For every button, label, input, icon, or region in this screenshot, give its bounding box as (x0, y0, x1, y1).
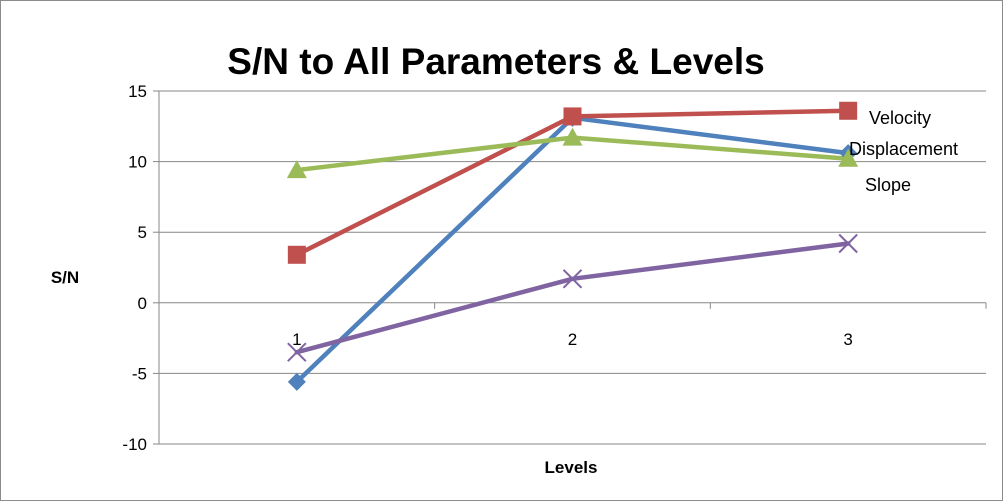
legend-label: Slope (865, 175, 911, 195)
x-axis-title: Levels (545, 458, 598, 477)
x-tick-label: 1 (292, 330, 301, 349)
data-point (839, 101, 858, 120)
data-point (562, 269, 583, 289)
y-tick-label: -5 (132, 364, 147, 383)
legend-label: Velocity (869, 108, 931, 128)
data-point (286, 160, 307, 179)
series-markers (286, 101, 859, 391)
y-tick-label: 5 (138, 223, 147, 242)
y-axis-title: S/N (51, 268, 79, 287)
legend-label: Displacement (849, 139, 958, 159)
data-point (287, 372, 306, 391)
y-tick-label: -10 (122, 435, 147, 454)
y-tick-label: 0 (138, 294, 147, 313)
data-point (562, 127, 583, 146)
x-tick-label: 2 (568, 330, 577, 349)
axes (153, 90, 987, 445)
y-tick-label: 15 (128, 82, 147, 101)
data-point (563, 107, 582, 126)
data-point (287, 245, 306, 264)
x-tick-label: 3 (843, 330, 852, 349)
y-tick-labels: 15 10 5 0 -5 -10 (122, 82, 147, 454)
data-point (838, 233, 858, 254)
legend: Velocity Displacement Slope (849, 108, 958, 195)
data-point (838, 148, 859, 167)
data-point (287, 342, 307, 362)
y-tick-label: 10 (128, 153, 147, 172)
x-tick-labels: 1 2 3 (292, 330, 853, 349)
chart-title: S/N to All Parameters & Levels (227, 41, 764, 82)
